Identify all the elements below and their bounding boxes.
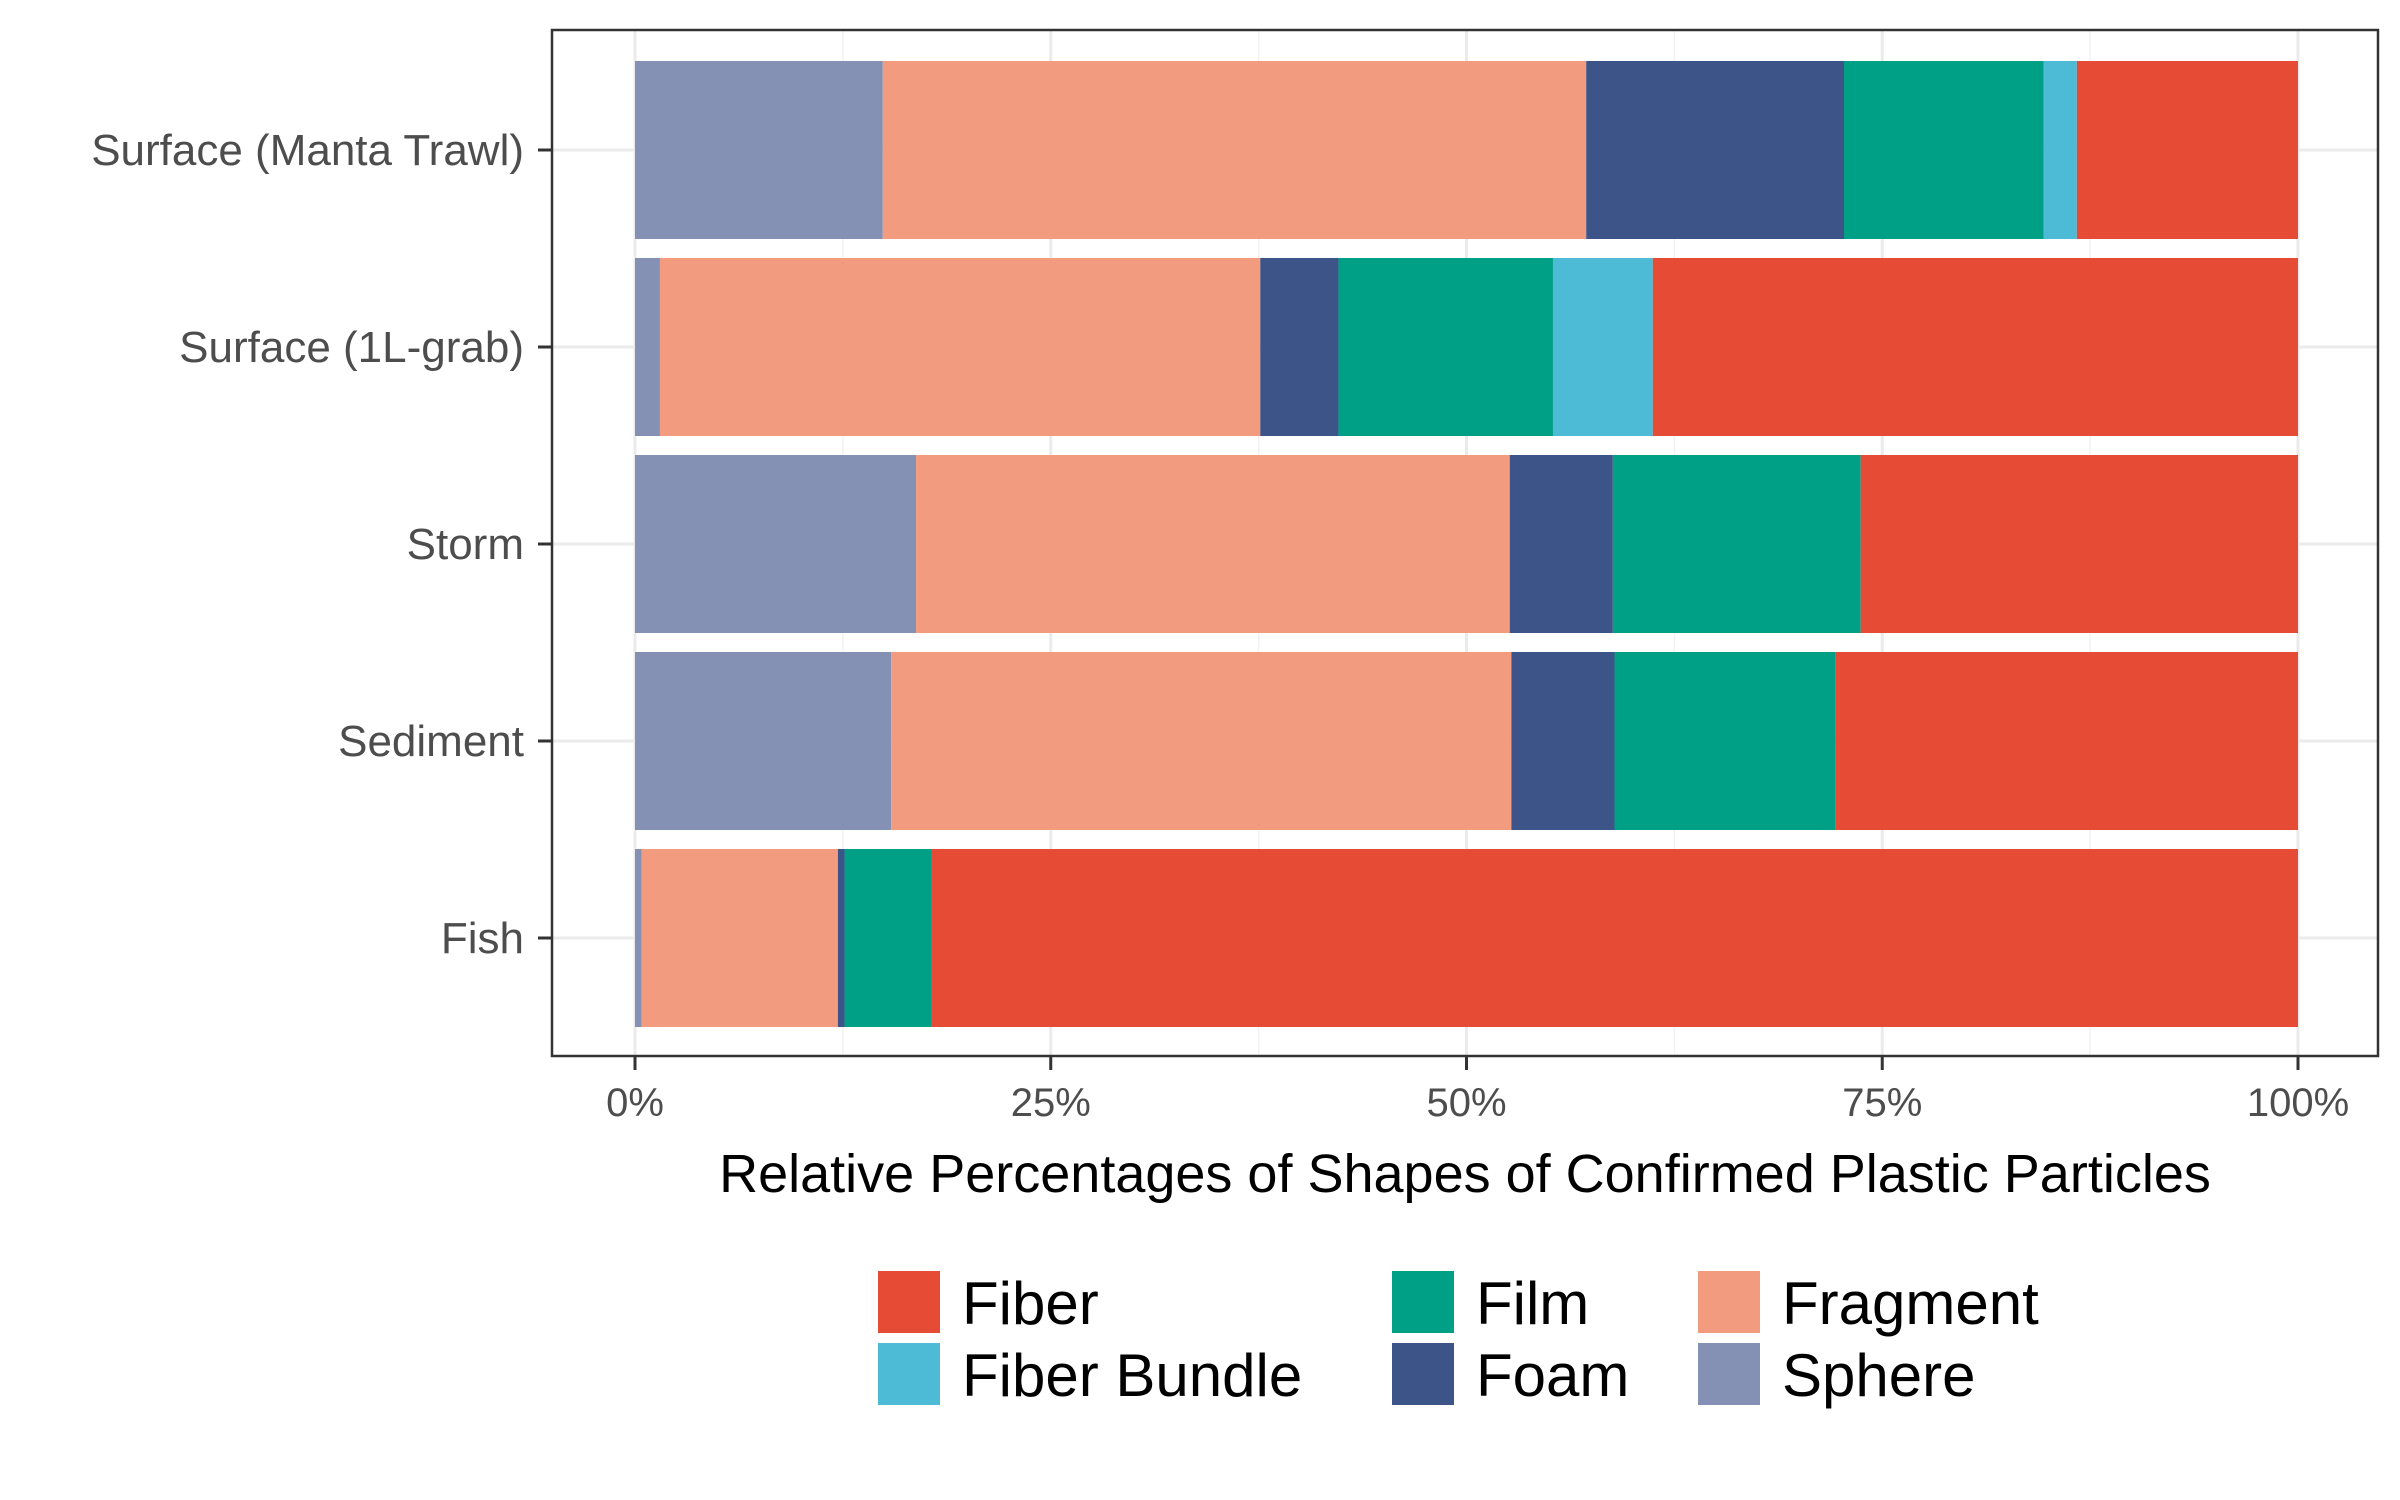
- bar-segment-storm-sphere: [635, 455, 917, 633]
- legend-label-foam: Foam: [1476, 1342, 1629, 1409]
- y-tick-label-surface-1l-grab: Surface (1L-grab): [179, 323, 524, 372]
- bar-segment-sediment-fragment: [891, 652, 1512, 830]
- legend-label-fragment: Fragment: [1782, 1270, 2039, 1337]
- bar-segment-surface-1l-grab-foam: [1260, 258, 1339, 436]
- legend-key-fragment: [1698, 1271, 1760, 1333]
- bar-segment-surface-1l-grab-sphere: [635, 258, 660, 436]
- bar-segment-storm-fragment: [916, 455, 1510, 633]
- x-axis-title: Relative Percentages of Shapes of Confir…: [719, 1144, 2211, 1204]
- bar-segment-fish-sphere: [635, 849, 642, 1027]
- bar-segment-surface-manta-trawl-fragment: [882, 61, 1587, 239]
- bar-segment-surface-manta-trawl-fiber: [2076, 61, 2298, 239]
- bar-segment-surface-manta-trawl-foam: [1586, 61, 1845, 239]
- bar-segment-sediment-foam: [1511, 652, 1615, 830]
- bar-segment-surface-1l-grab-fiber: [1652, 258, 2298, 436]
- legend-key-film: [1392, 1271, 1454, 1333]
- legend-label-fiber: Fiber: [962, 1270, 1099, 1337]
- bar-segment-storm-foam: [1509, 455, 1613, 633]
- bar-segment-storm-fiber: [1860, 455, 2298, 633]
- bar-segment-surface-manta-trawl-film: [1844, 61, 2044, 239]
- y-axis: Surface (Manta Trawl) Surface (1L-grab) St…: [91, 126, 552, 963]
- y-tick-label-sediment: Sediment: [338, 717, 524, 766]
- bar-segment-surface-1l-grab-film: [1338, 258, 1553, 436]
- bar-segment-fish-fiber: [931, 849, 2299, 1027]
- legend-label-sphere: Sphere: [1782, 1342, 1975, 1409]
- legend-key-fiber-bundle: [878, 1343, 940, 1405]
- bars: [635, 61, 2299, 1027]
- bar-segment-storm-film: [1612, 455, 1861, 633]
- y-tick-label-storm: Storm: [407, 520, 524, 569]
- legend-label-fiber-bundle: Fiber Bundle: [962, 1342, 1302, 1409]
- bar-segment-fish-fragment: [641, 849, 838, 1027]
- x-tick-label-75: 75%: [1842, 1081, 1922, 1125]
- x-tick-label-25: 25%: [1011, 1081, 1091, 1125]
- x-tick-label-0: 0%: [606, 1081, 664, 1125]
- bar-segment-fish-film: [844, 849, 932, 1027]
- x-axis: 0% 25% 50% 75% 100%: [606, 1056, 2349, 1125]
- bar-segment-sediment-sphere: [635, 652, 892, 830]
- legend-key-foam: [1392, 1343, 1454, 1405]
- bar-segment-surface-1l-grab-fiber-bundle: [1552, 258, 1653, 436]
- legend-label-film: Film: [1476, 1270, 1589, 1337]
- legend-key-sphere: [1698, 1343, 1760, 1405]
- x-tick-label-100: 100%: [2247, 1081, 2349, 1125]
- bar-segment-sediment-film: [1614, 652, 1836, 830]
- y-tick-label-fish: Fish: [441, 914, 524, 963]
- bar-segment-fish-foam: [837, 849, 845, 1027]
- bar-segment-surface-1l-grab-fragment: [659, 258, 1261, 436]
- legend-key-fiber: [878, 1271, 940, 1333]
- x-tick-label-50: 50%: [1426, 1081, 1506, 1125]
- y-tick-label-surface-manta-trawl: Surface (Manta Trawl): [91, 126, 524, 175]
- bar-segment-surface-manta-trawl-sphere: [635, 61, 883, 239]
- bar-segment-surface-manta-trawl-fiber-bundle: [2043, 61, 2077, 239]
- bar-segment-sediment-fiber: [1835, 652, 2298, 830]
